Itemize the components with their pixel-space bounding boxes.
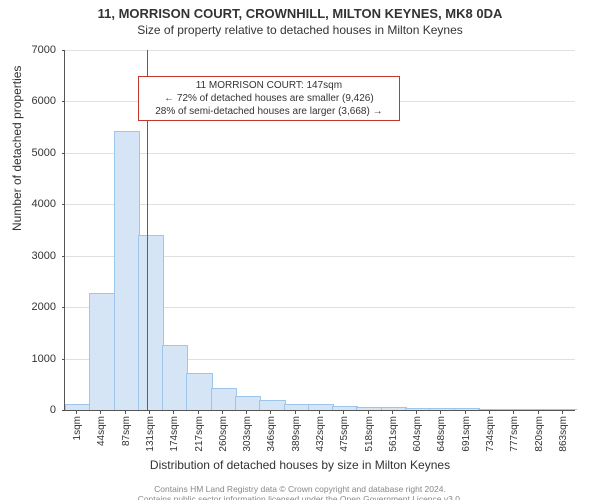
x-tick-label: 303sqm	[242, 416, 253, 452]
x-tick-mark	[319, 410, 320, 414]
x-tick-label: 734sqm	[485, 416, 496, 452]
histogram-bar	[138, 235, 164, 410]
gridline	[65, 204, 575, 205]
x-tick-mark	[416, 410, 417, 414]
x-tick-mark	[246, 410, 247, 414]
histogram-bar	[114, 131, 140, 410]
x-tick-mark	[222, 410, 223, 414]
x-tick-label: 87sqm	[121, 416, 132, 446]
histogram-bar	[502, 409, 528, 411]
histogram-bar	[332, 406, 358, 410]
histogram-bar	[526, 409, 552, 410]
x-tick-label: 217sqm	[194, 416, 205, 452]
x-tick-label: 131sqm	[145, 416, 156, 452]
y-tick-label: 6000	[0, 95, 56, 107]
x-tick-label: 475sqm	[339, 416, 350, 452]
gridline	[65, 153, 575, 154]
x-tick-mark	[489, 410, 490, 414]
annotation-box: 11 MORRISON COURT: 147sqm← 72% of detach…	[138, 76, 400, 121]
x-tick-mark	[149, 410, 150, 414]
x-tick-label: 44sqm	[96, 416, 107, 446]
x-tick-label: 518sqm	[364, 416, 375, 452]
histogram-bar	[65, 404, 91, 410]
x-tick-mark	[562, 410, 563, 414]
histogram-bar	[89, 293, 115, 410]
y-tick-label: 4000	[0, 198, 56, 210]
x-tick-label: 432sqm	[315, 416, 326, 452]
histogram-bar	[356, 407, 382, 410]
x-axis-label: Distribution of detached houses by size …	[0, 458, 600, 472]
x-tick-label: 604sqm	[412, 416, 423, 452]
x-tick-label: 561sqm	[388, 416, 399, 452]
plot-area: 11 MORRISON COURT: 147sqm← 72% of detach…	[64, 50, 575, 411]
x-tick-mark	[125, 410, 126, 414]
x-tick-label: 174sqm	[169, 416, 180, 452]
x-tick-mark	[76, 410, 77, 414]
histogram-bar	[429, 408, 455, 410]
chart-title: 11, MORRISON COURT, CROWNHILL, MILTON KE…	[0, 6, 600, 21]
y-tick-label: 3000	[0, 250, 56, 262]
histogram-bar	[211, 388, 237, 410]
x-tick-mark	[538, 410, 539, 414]
chart-container: 11, MORRISON COURT, CROWNHILL, MILTON KE…	[0, 6, 600, 500]
x-tick-mark	[392, 410, 393, 414]
histogram-bar	[259, 400, 285, 410]
footer-line-1: Contains HM Land Registry data © Crown c…	[0, 484, 600, 494]
x-tick-mark	[343, 410, 344, 414]
x-tick-label: 863sqm	[558, 416, 569, 452]
annotation-line: 28% of semi-detached houses are larger (…	[143, 105, 395, 118]
annotation-line: 11 MORRISON COURT: 147sqm	[143, 79, 395, 92]
x-tick-label: 777sqm	[509, 416, 520, 452]
x-tick-mark	[513, 410, 514, 414]
x-tick-mark	[173, 410, 174, 414]
histogram-bar	[235, 396, 261, 410]
x-tick-mark	[368, 410, 369, 414]
x-tick-mark	[270, 410, 271, 414]
histogram-bar	[454, 408, 480, 410]
x-tick-label: 648sqm	[436, 416, 447, 452]
x-tick-mark	[100, 410, 101, 414]
x-tick-mark	[440, 410, 441, 414]
histogram-bar	[478, 409, 504, 411]
footer-attribution: Contains HM Land Registry data © Crown c…	[0, 484, 600, 500]
chart-subtitle: Size of property relative to detached ho…	[0, 23, 600, 37]
x-tick-label: 346sqm	[266, 416, 277, 452]
y-tick-label: 7000	[0, 44, 56, 56]
footer-line-2: Contains public sector information licen…	[0, 494, 600, 500]
x-tick-label: 389sqm	[291, 416, 302, 452]
y-tick-label: 1000	[0, 353, 56, 365]
y-tick-label: 5000	[0, 147, 56, 159]
histogram-bar	[162, 345, 188, 410]
histogram-bar	[186, 373, 212, 410]
gridline	[65, 50, 575, 51]
histogram-bar	[381, 407, 407, 410]
x-tick-mark	[295, 410, 296, 414]
y-tick-label: 2000	[0, 301, 56, 313]
histogram-bar	[284, 404, 310, 410]
x-tick-label: 691sqm	[461, 416, 472, 452]
histogram-bar	[308, 404, 334, 410]
x-tick-label: 820sqm	[534, 416, 545, 452]
histogram-bar	[551, 409, 577, 410]
histogram-bar	[405, 408, 431, 410]
x-tick-label: 260sqm	[218, 416, 229, 452]
x-tick-mark	[198, 410, 199, 414]
x-tick-label: 1sqm	[72, 416, 83, 440]
y-tick-label: 0	[0, 404, 56, 416]
annotation-line: ← 72% of detached houses are smaller (9,…	[143, 92, 395, 105]
x-tick-mark	[465, 410, 466, 414]
